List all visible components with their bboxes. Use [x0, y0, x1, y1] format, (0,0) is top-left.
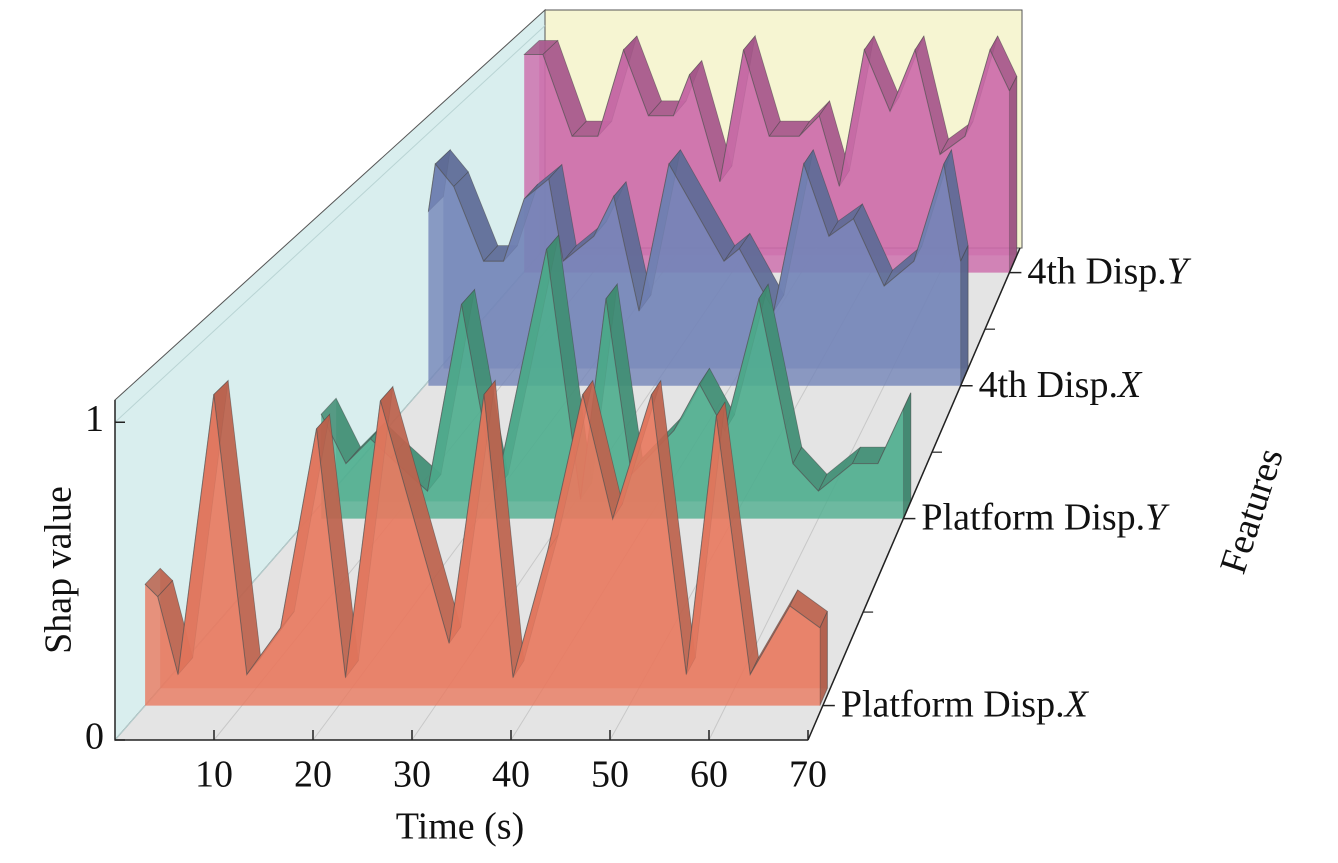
y-tick-label: 0 — [85, 716, 104, 758]
x-axis-title: Time (s) — [396, 806, 524, 848]
x-tick-label: 20 — [294, 754, 332, 796]
ribbon-face — [321, 249, 904, 519]
z-axis-title: Features — [1212, 443, 1292, 578]
x-tick-label: 60 — [690, 754, 728, 796]
axes: 10 20 30 40 50 60 70 0 1 4th Disp.Y 4th Disp.X Plat… — [85, 247, 1192, 796]
y-axis-title: Shap value — [38, 486, 80, 654]
ribbon-side — [960, 245, 969, 386]
series-line — [144, 394, 821, 678]
x-tick-label: 10 — [195, 754, 233, 796]
wall-grid-line — [114, 25, 546, 423]
z-axis — [807, 247, 1021, 741]
ribbon-side — [902, 392, 912, 519]
ribbon-face — [145, 394, 820, 706]
x-tick-label: 40 — [492, 754, 530, 796]
ribbon-face — [524, 49, 1010, 273]
x-tick-label: 70 — [789, 754, 827, 796]
x-tick-label: 30 — [393, 754, 431, 796]
ribbon-side — [819, 611, 828, 706]
y-tick-label: 1 — [85, 398, 104, 440]
x-tick-label: 50 — [591, 754, 629, 796]
feature-label: Platform Disp.Y — [921, 496, 1170, 538]
ribbons — [144, 34, 1018, 706]
feature-label: 4th Disp.Y — [1027, 250, 1191, 292]
feature-label: 4th Disp.X — [979, 363, 1143, 405]
feature-label: Platform Disp.X — [841, 683, 1090, 725]
ribbon-side — [1008, 76, 1018, 273]
series-line — [427, 162, 962, 313]
series-line — [524, 48, 1010, 187]
